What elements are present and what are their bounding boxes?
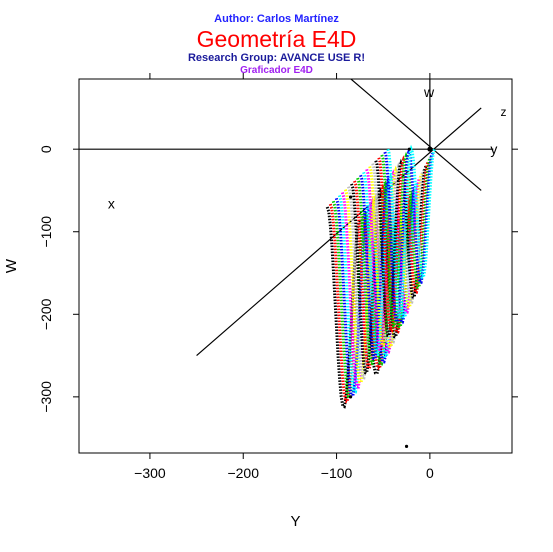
x-axis-label: Y <box>290 513 300 530</box>
plot-frame <box>78 78 513 454</box>
surface-curve <box>383 148 434 324</box>
x-axis-letter: x <box>108 196 115 212</box>
chart-title: Geometría E4D <box>196 26 357 52</box>
y-tick-label: 0 <box>38 145 54 153</box>
y-tick-label: −300 <box>38 381 54 413</box>
low-point <box>404 444 409 448</box>
x-tick-label: 0 <box>426 465 434 481</box>
w-axis-letter: w <box>423 84 435 100</box>
x-tick-label: −200 <box>227 465 259 481</box>
low-point <box>348 395 353 399</box>
plot-area <box>79 79 494 448</box>
y-axis-letter: y <box>490 141 497 157</box>
author-label: Author: Carlos Martínez <box>214 13 339 25</box>
x-tick-label: −100 <box>321 465 353 481</box>
y-tick-label: −100 <box>38 216 54 248</box>
x-tick-label: −300 <box>134 465 166 481</box>
high-point <box>407 147 411 151</box>
y-tick-label: −200 <box>38 298 54 330</box>
surface-curve <box>325 206 394 409</box>
z-axis-line <box>349 79 482 191</box>
research-group-label: Research Group: AVANCE USE R! <box>187 52 366 64</box>
chart-subtitle: Graficador E4D <box>240 65 313 76</box>
surface-curve <box>331 200 399 400</box>
high-point <box>348 195 353 199</box>
origin-point <box>427 146 433 152</box>
y-axis-label: W <box>3 258 20 273</box>
surface-curve <box>386 144 436 319</box>
z-axis-letter: z <box>501 105 507 119</box>
